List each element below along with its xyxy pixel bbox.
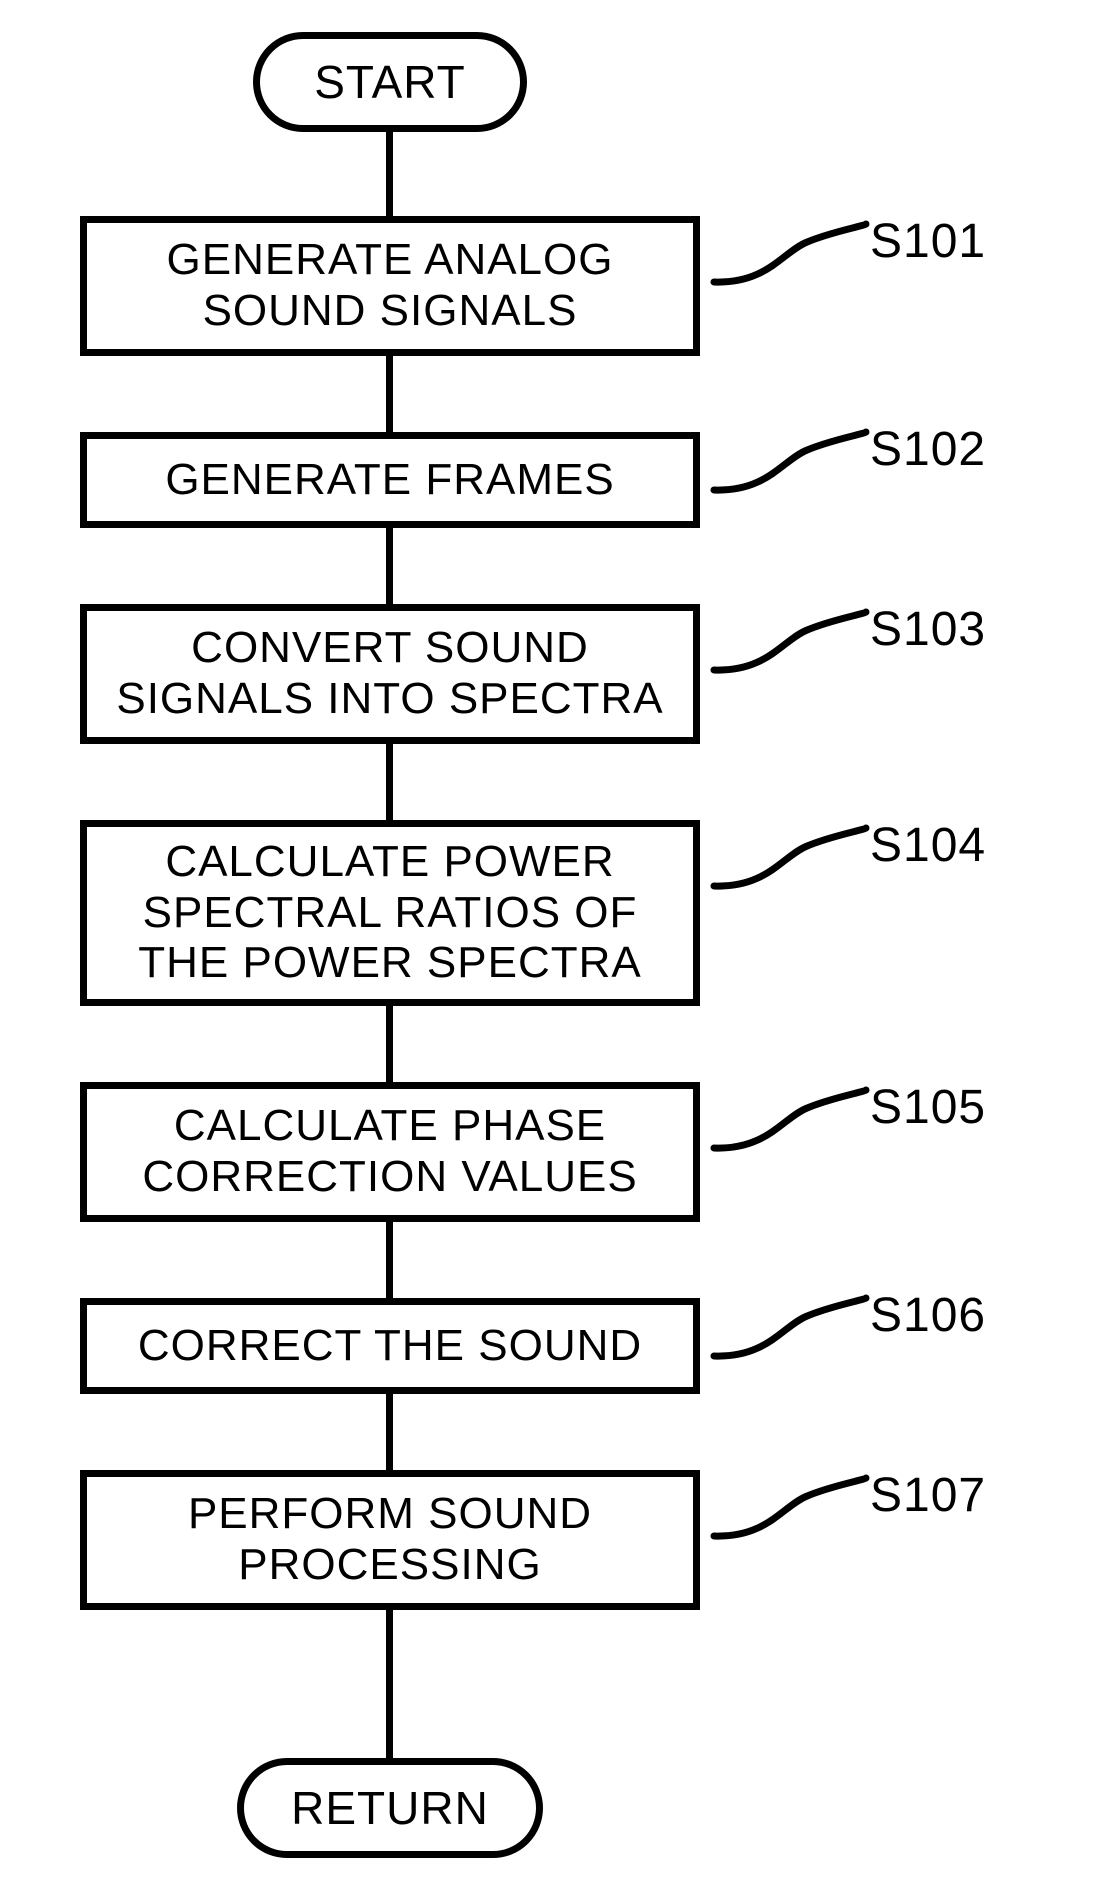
process-step-text: CONVERT SOUND SIGNALS INTO SPECTRA bbox=[116, 623, 663, 724]
start-label: START bbox=[314, 55, 466, 109]
return-label: RETURN bbox=[291, 1781, 489, 1835]
step-label: S102 bbox=[870, 422, 986, 477]
leader-curve bbox=[710, 822, 870, 892]
process-step-text: CALCULATE POWER SPECTRAL RATIOS OF THE P… bbox=[138, 837, 642, 989]
connector bbox=[386, 1004, 393, 1086]
leader-curve bbox=[710, 1292, 870, 1362]
process-step: CALCULATE POWER SPECTRAL RATIOS OF THE P… bbox=[80, 820, 700, 1006]
step-label: S106 bbox=[870, 1288, 986, 1343]
leader-curve bbox=[710, 218, 870, 288]
connector bbox=[386, 1608, 393, 1762]
step-label: S104 bbox=[870, 818, 986, 873]
leader-curve bbox=[710, 1472, 870, 1542]
process-step: PERFORM SOUND PROCESSING bbox=[80, 1470, 700, 1610]
start-terminator: START bbox=[253, 32, 527, 132]
connector bbox=[386, 526, 393, 608]
process-step: GENERATE ANALOG SOUND SIGNALS bbox=[80, 216, 700, 356]
step-label: S105 bbox=[870, 1080, 986, 1135]
return-terminator: RETURN bbox=[237, 1758, 543, 1858]
step-label: S103 bbox=[870, 602, 986, 657]
leader-curve bbox=[710, 1084, 870, 1154]
process-step-text: CORRECT THE SOUND bbox=[138, 1321, 642, 1372]
step-label: S107 bbox=[870, 1468, 986, 1523]
process-step-text: PERFORM SOUND PROCESSING bbox=[188, 1489, 592, 1590]
leader-curve bbox=[710, 606, 870, 676]
process-step: CALCULATE PHASE CORRECTION VALUES bbox=[80, 1082, 700, 1222]
process-step-text: CALCULATE PHASE CORRECTION VALUES bbox=[142, 1101, 637, 1202]
process-step-text: GENERATE ANALOG SOUND SIGNALS bbox=[167, 235, 614, 336]
process-step: GENERATE FRAMES bbox=[80, 432, 700, 528]
process-step: CORRECT THE SOUND bbox=[80, 1298, 700, 1394]
leader-curve bbox=[710, 426, 870, 496]
flowchart-container: START GENERATE ANALOG SOUND SIGNALS S101 G… bbox=[0, 0, 1107, 1882]
connector bbox=[386, 742, 393, 824]
step-label: S101 bbox=[870, 214, 986, 269]
connector bbox=[386, 130, 393, 220]
connector bbox=[386, 354, 393, 436]
connector bbox=[386, 1220, 393, 1302]
connector bbox=[386, 1392, 393, 1474]
process-step-text: GENERATE FRAMES bbox=[165, 455, 614, 506]
process-step: CONVERT SOUND SIGNALS INTO SPECTRA bbox=[80, 604, 700, 744]
